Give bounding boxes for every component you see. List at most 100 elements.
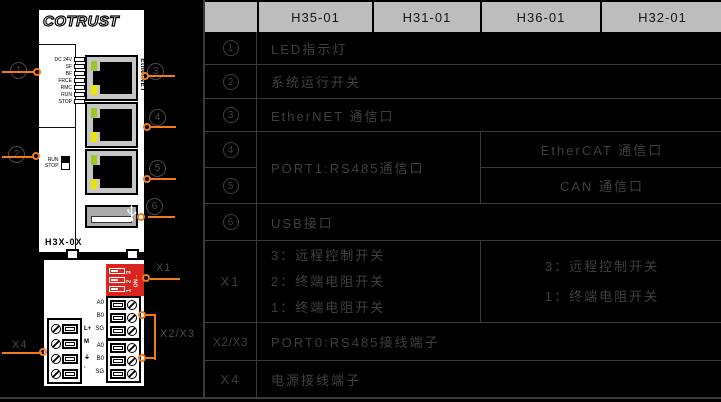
terminal-socket	[110, 312, 126, 323]
device-front-view: COTRUST DC 24V SF BF FRCE RMC RUN STOP R…	[37, 8, 146, 254]
row-label-1: 1	[205, 32, 257, 64]
dip-slot-3	[109, 268, 125, 274]
terminal-label-a0: A0	[96, 300, 104, 306]
port-led-green	[91, 61, 97, 71]
dip-slot-2	[109, 277, 125, 283]
table-corner-cell	[205, 2, 257, 32]
run-stop-switch: RUN STOP	[45, 156, 70, 170]
recess-line-bottom	[39, 127, 75, 128]
terminal-socket	[62, 323, 78, 334]
screw-terminal	[51, 323, 61, 334]
circled-number: 1	[222, 40, 239, 56]
terminal-row	[110, 325, 137, 336]
led-block: DC 24V SF BF FRCE RMC RUN STOP	[41, 56, 85, 105]
led-indicator	[74, 85, 85, 90]
device-panel: COTRUST DC 24V SF BF FRCE RMC RUN STOP R…	[0, 0, 205, 402]
circled-number: 3	[222, 107, 239, 123]
run-stop-labels: RUN STOP	[45, 157, 59, 169]
led-label: STOP	[58, 98, 72, 105]
terminal-row	[110, 355, 137, 366]
row-desc-ethernet: EtherNET 通信口	[257, 98, 721, 131]
circled-number: 6	[222, 214, 239, 230]
terminal-socket	[110, 325, 126, 336]
callout-1-line	[2, 71, 35, 73]
row-desc-power: 电源接线端子	[257, 360, 721, 398]
led-label: DC 24V	[54, 56, 72, 63]
dip-on-arrow-icon: →	[133, 273, 140, 279]
terminal-row	[51, 353, 78, 364]
led-label: SF	[65, 63, 72, 70]
row-label-3: 3	[205, 98, 257, 131]
row-desc-run-switch: 系统运行开关	[257, 64, 721, 98]
row-label-6: 6	[205, 203, 257, 240]
rj45-jack	[93, 62, 132, 94]
callout-4-pointer	[143, 123, 151, 131]
terminal-socket	[62, 368, 78, 379]
row-label-2: 2	[205, 64, 257, 98]
callout-x2x3-label: X2/X3	[160, 328, 195, 340]
terminal-row	[110, 300, 137, 311]
led-label: RUN	[61, 91, 72, 98]
terminal-socket	[110, 300, 126, 311]
column-header-h35-01: H35-01	[257, 2, 372, 32]
port-led-green	[91, 108, 97, 118]
spec-table: H35-01 H31-01 H36-01 H32-01 1 LED指示灯 2 系…	[203, 0, 721, 398]
status-led-row: BF	[41, 70, 85, 77]
callout-x2x3-line-bottom	[146, 357, 156, 359]
terminal-block-x2	[106, 296, 141, 340]
switch-knob	[61, 157, 69, 163]
callout-3-line	[148, 75, 175, 77]
circled-number: 5	[222, 177, 239, 194]
dip-switch-x1: 1 2 3 ON→	[106, 264, 144, 296]
status-led-row: FRCE	[41, 77, 85, 84]
status-led-row: STOP	[41, 98, 85, 105]
status-led-row: RUN	[41, 91, 85, 98]
screw-terminal	[127, 343, 137, 354]
x1-line: 2：终端电阻开关	[271, 273, 386, 289]
screw-terminal	[127, 368, 137, 379]
led-indicator	[74, 99, 85, 104]
terminal-socket	[110, 368, 126, 379]
callout-x4-line	[2, 352, 42, 354]
led-indicator	[74, 64, 85, 69]
device-model-label: H3X-0X	[45, 237, 83, 247]
port-led-green	[91, 155, 97, 165]
callout-2-line	[2, 156, 34, 158]
column-header-h36-01: H36-01	[480, 2, 600, 32]
circled-number: 4	[222, 141, 239, 158]
dip-on-label: ON→	[134, 265, 143, 295]
x1-line: 3：远程控制开关	[271, 247, 386, 263]
callout-1-pointer	[33, 68, 41, 76]
dip-slot-1	[109, 286, 125, 292]
usb-port	[85, 205, 138, 228]
bottom-rule	[0, 397, 721, 399]
dip-knob	[111, 279, 118, 281]
status-led-row: DC 24V	[41, 56, 85, 63]
cell-x1-h36-h32: 3：远程控制开关 1：终端电阻开关	[480, 240, 721, 322]
status-led-row: SF	[41, 63, 85, 70]
row-label-4: 4	[205, 131, 257, 167]
callout-x2x3-line-top	[146, 314, 156, 316]
usb-icon	[127, 205, 137, 222]
dip-on-text: ON	[133, 278, 140, 287]
terminal-socket	[62, 338, 78, 349]
column-header-h31-01: H31-01	[372, 2, 480, 32]
recess-line-top	[39, 44, 75, 45]
led-label: BF	[65, 70, 72, 77]
terminal-label-b0: B0	[96, 356, 104, 362]
screw-terminal	[127, 355, 137, 366]
row-label-5: 5	[205, 167, 257, 203]
x1-line: 3：远程控制开关	[544, 258, 660, 274]
screw-terminal	[51, 353, 61, 364]
led-indicator	[74, 92, 85, 97]
row-desc-port0: PORT0:RS485接线端子	[257, 322, 721, 360]
terminal-label-b0: B0	[96, 313, 104, 319]
port-led-yellow	[91, 132, 97, 142]
recess-line-vertical	[75, 44, 76, 253]
callout-5-pointer	[143, 175, 151, 183]
terminal-socket	[110, 343, 126, 354]
status-led-row: RMC	[41, 84, 85, 91]
rj45-port-3	[85, 149, 138, 195]
x1-line: 1：终端电阻开关	[544, 288, 660, 304]
rj45-jack	[93, 156, 132, 188]
